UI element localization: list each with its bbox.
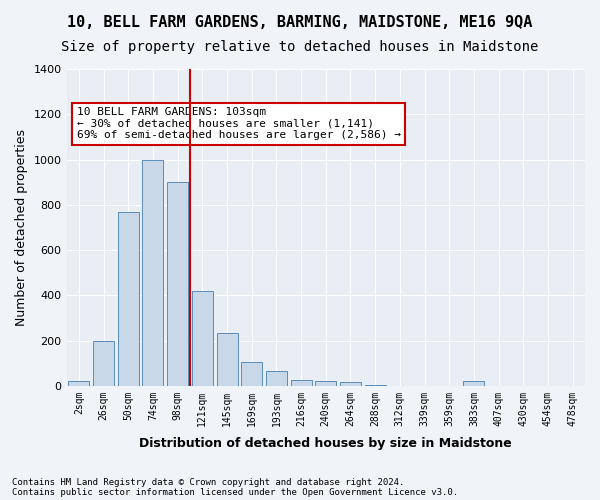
Bar bbox=[340, 382, 361, 386]
Y-axis label: Number of detached properties: Number of detached properties bbox=[15, 129, 28, 326]
Bar bbox=[266, 371, 287, 386]
Bar bbox=[463, 382, 484, 386]
Bar bbox=[315, 382, 336, 386]
Bar bbox=[118, 212, 139, 386]
Text: 10 BELL FARM GARDENS: 103sqm
← 30% of detached houses are smaller (1,141)
69% of: 10 BELL FARM GARDENS: 103sqm ← 30% of de… bbox=[77, 107, 401, 140]
Text: Contains public sector information licensed under the Open Government Licence v3: Contains public sector information licen… bbox=[12, 488, 458, 497]
Text: Size of property relative to detached houses in Maidstone: Size of property relative to detached ho… bbox=[61, 40, 539, 54]
Bar bbox=[167, 182, 188, 386]
Bar bbox=[192, 290, 213, 386]
Bar bbox=[68, 382, 89, 386]
Bar bbox=[142, 160, 163, 386]
Bar bbox=[93, 340, 114, 386]
Bar bbox=[290, 380, 311, 386]
Text: 10, BELL FARM GARDENS, BARMING, MAIDSTONE, ME16 9QA: 10, BELL FARM GARDENS, BARMING, MAIDSTON… bbox=[67, 15, 533, 30]
Bar bbox=[365, 384, 386, 386]
X-axis label: Distribution of detached houses by size in Maidstone: Distribution of detached houses by size … bbox=[139, 437, 512, 450]
Bar bbox=[241, 362, 262, 386]
Bar bbox=[217, 332, 238, 386]
Text: Contains HM Land Registry data © Crown copyright and database right 2024.: Contains HM Land Registry data © Crown c… bbox=[12, 478, 404, 487]
